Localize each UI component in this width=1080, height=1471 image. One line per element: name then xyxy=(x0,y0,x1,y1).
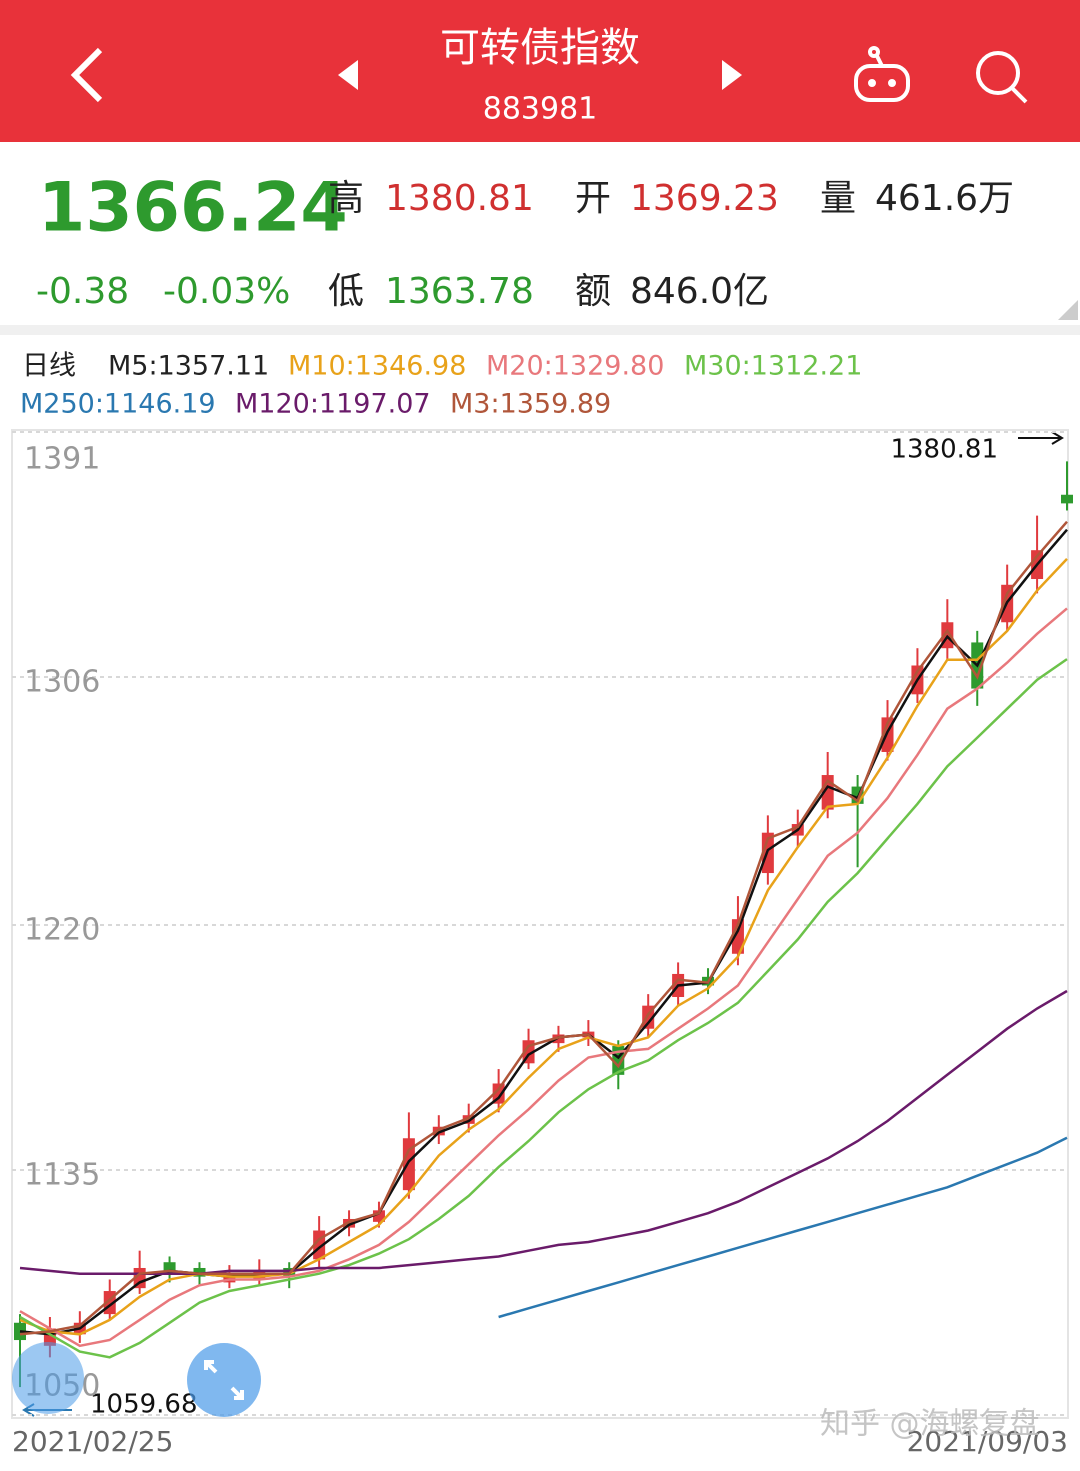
candle-body xyxy=(193,1267,206,1277)
x-tick-label: 2021/02/25 xyxy=(12,1425,173,1458)
legend-entry: M3:1359.89 xyxy=(450,389,611,420)
change: -0.38 xyxy=(36,271,129,312)
fullscreen-icon xyxy=(204,1360,244,1400)
ma-line xyxy=(19,528,1068,1336)
last-price: 1366.24 xyxy=(38,169,348,248)
legend-entry: M20:1329.80 xyxy=(486,351,664,382)
search-button[interactable] xyxy=(976,51,1028,104)
legend-entry: M120:1197.07 xyxy=(235,389,431,420)
period: 日线 xyxy=(22,351,76,382)
low-label: 低 xyxy=(328,271,364,312)
high-value: 1380.81 xyxy=(385,178,534,219)
candle-body xyxy=(402,1138,415,1191)
open-value: 1369.23 xyxy=(630,178,779,219)
ma-line xyxy=(19,520,1068,1336)
open-label: 开 xyxy=(575,178,611,219)
y-tick-label: 1306 xyxy=(24,665,100,700)
amount-label: 额 xyxy=(575,271,611,312)
candle-body xyxy=(223,1273,236,1283)
x-tick-label: 2021/09/03 xyxy=(907,1425,1068,1458)
high-arrow-head xyxy=(1051,431,1064,445)
candle-body xyxy=(731,919,744,954)
header-bar xyxy=(0,0,1080,142)
volume-value: 461.6万 xyxy=(875,178,1014,219)
robot-button[interactable] xyxy=(854,46,910,102)
candle-body xyxy=(163,1262,176,1274)
candle-body xyxy=(372,1210,385,1222)
volume-label: 量 xyxy=(820,178,856,219)
high-marker: 1380.81 xyxy=(890,435,998,465)
expand-corner[interactable] xyxy=(1058,300,1078,320)
code: 883981 xyxy=(483,92,598,127)
next-button[interactable] xyxy=(722,60,742,90)
legend-entry: M30:1312.21 xyxy=(684,351,862,382)
prev-button[interactable] xyxy=(338,60,358,90)
ma-line xyxy=(19,558,1068,1336)
separator xyxy=(0,325,1080,335)
legend-entry: M5:1357.11 xyxy=(108,351,269,382)
high-label: 高 xyxy=(328,178,364,219)
amount-value: 846.0亿 xyxy=(630,271,769,312)
candle-body xyxy=(1061,494,1073,504)
low-value: 1363.78 xyxy=(385,271,534,312)
ma-line xyxy=(498,1136,1068,1319)
y-tick-label: 1135 xyxy=(24,1157,100,1192)
back-button[interactable] xyxy=(70,47,103,103)
float-button[interactable] xyxy=(12,1342,84,1414)
legend-entry: M10:1346.98 xyxy=(288,351,466,382)
ma-line xyxy=(19,658,1068,1359)
y-tick-label: 1220 xyxy=(24,912,100,947)
legend-entry: M250:1146.19 xyxy=(20,389,216,420)
change-pct: -0.03% xyxy=(163,271,290,312)
ma-line xyxy=(19,989,1068,1275)
candle-body xyxy=(253,1270,266,1280)
y-tick-label: 1391 xyxy=(24,442,100,477)
watermark: 知乎 @海螺复盘 xyxy=(820,1407,1040,1442)
title: 可转债指数 xyxy=(440,25,640,71)
ma-line xyxy=(19,607,1068,1348)
fullscreen-button[interactable] xyxy=(187,1343,261,1417)
